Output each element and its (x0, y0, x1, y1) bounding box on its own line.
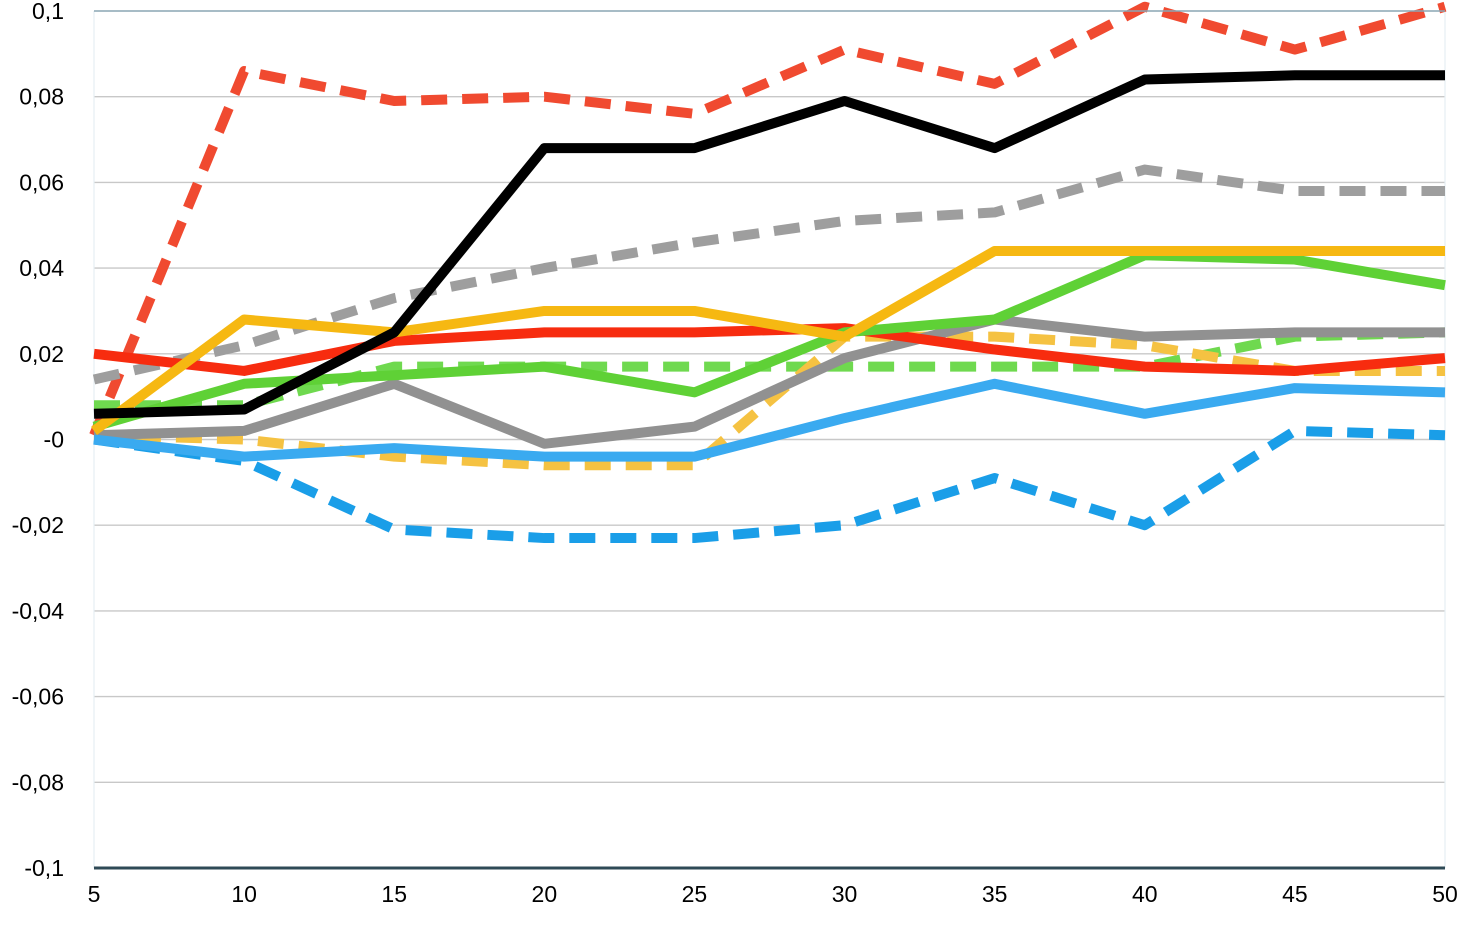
y-tick-label: -0,08 (12, 769, 64, 795)
x-axis-tick-labels: 5 10 15 20 25 30 35 40 45 50 (88, 881, 1458, 907)
x-tick-label: 40 (1132, 881, 1158, 907)
x-tick-label: 45 (1282, 881, 1308, 907)
axes (94, 10, 1445, 870)
x-tick-label: 35 (982, 881, 1008, 907)
series-blue-dashed-line (93, 425, 1446, 544)
x-tick-label: 25 (682, 881, 708, 907)
y-tick-label: 0,04 (19, 255, 64, 281)
y-axis-tick-labels: 0,1 0,08 0,06 0,04 0,02 -0 -0,02 -0,04 -0,06 -0,0… (12, 0, 65, 881)
y-tick-label: -0,04 (12, 598, 65, 624)
x-tick-label: 50 (1432, 881, 1458, 907)
y-tick-label: 0,08 (19, 84, 64, 110)
data-series (89, 1, 1447, 544)
series-red-dashed-line (89, 1, 1447, 438)
y-tick-label: 0,06 (19, 169, 64, 195)
series-gray-dashed-line (92, 164, 1445, 385)
y-tick-label: 0,02 (19, 341, 64, 367)
x-tick-label: 5 (88, 881, 101, 907)
series-green-line (92, 250, 1446, 432)
y-tick-label: 0,1 (32, 0, 64, 24)
series-yellow-line (91, 245, 1445, 435)
x-tick-label: 10 (231, 881, 257, 907)
y-tick-label: -0,06 (12, 684, 64, 710)
y-tick-label: -0,1 (24, 855, 64, 881)
series-gray-line (93, 314, 1445, 449)
series-red-line (93, 323, 1446, 376)
series-blue-line (93, 378, 1446, 462)
y-tick-label: -0,02 (12, 512, 64, 538)
x-tick-label: 15 (381, 881, 407, 907)
x-tick-label: 20 (532, 881, 558, 907)
x-tick-label: 30 (832, 881, 858, 907)
series-black-line (93, 70, 1445, 419)
y-tick-label: -0 (44, 427, 64, 453)
